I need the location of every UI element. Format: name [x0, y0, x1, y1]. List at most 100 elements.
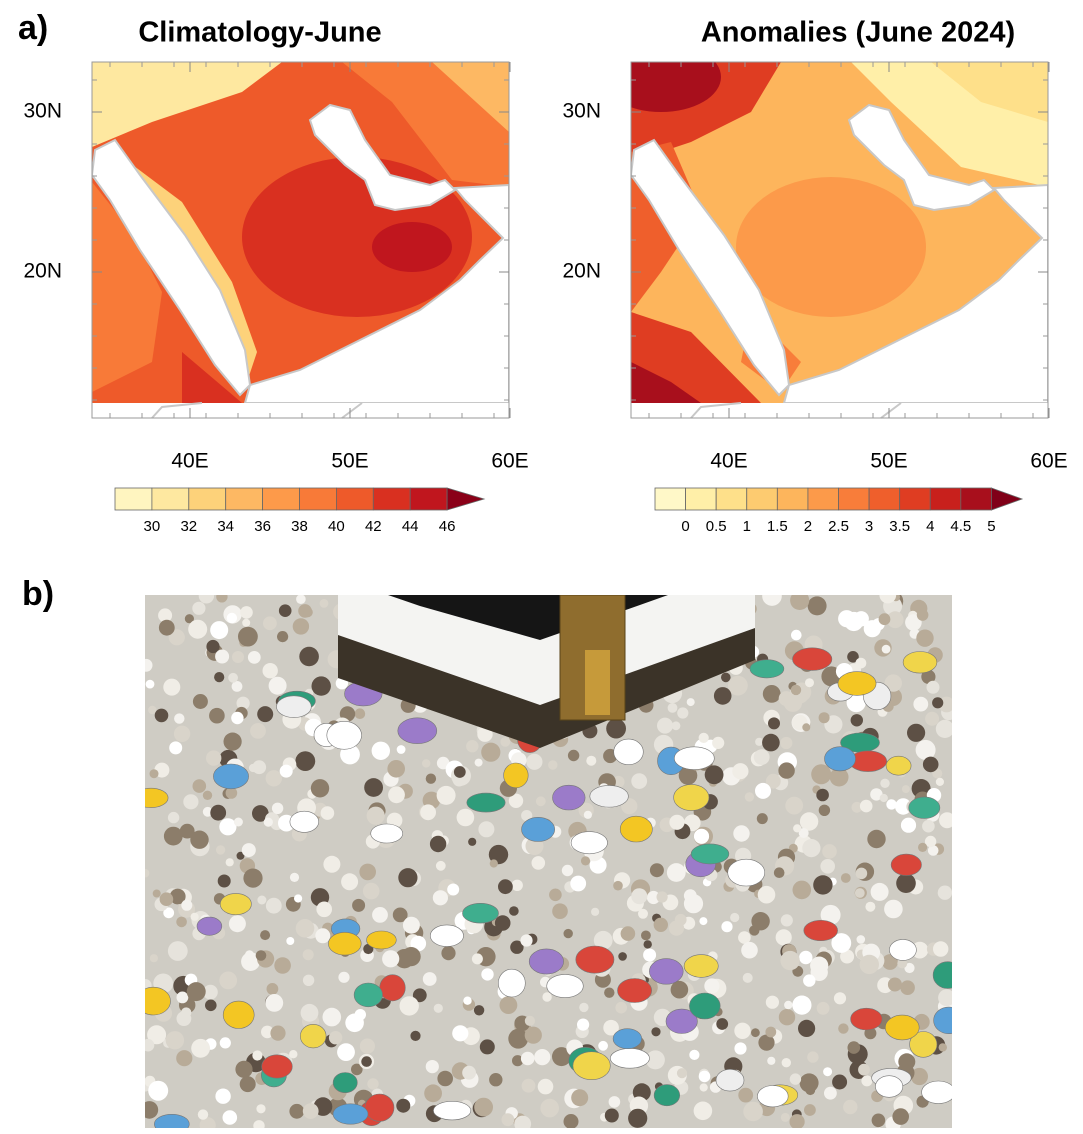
- crowd: [240, 606, 253, 619]
- crowd: [198, 1109, 208, 1119]
- crowd: [792, 996, 811, 1015]
- crowd: [525, 1016, 535, 1026]
- crowd: [265, 994, 283, 1012]
- crowd: [532, 856, 546, 870]
- crowd: [933, 941, 948, 956]
- crowd: [860, 800, 873, 813]
- crowd: [766, 996, 779, 1009]
- crowd: [925, 712, 939, 726]
- umbrella: [922, 1081, 956, 1104]
- crowd: [834, 992, 846, 1004]
- crowd: [270, 1026, 285, 1041]
- umbrella: [529, 949, 563, 974]
- crowd: [289, 1050, 297, 1058]
- crowd: [734, 1042, 746, 1054]
- crowd: [426, 1060, 439, 1073]
- crowd: [168, 941, 188, 961]
- umbrella: [674, 784, 709, 810]
- umbrella: [333, 1073, 357, 1093]
- umbrella: [716, 1069, 744, 1091]
- crowd: [240, 1076, 256, 1092]
- crowd: [552, 903, 568, 919]
- map-field: [601, 42, 1048, 403]
- crowd: [791, 685, 801, 695]
- crowd: [176, 917, 187, 928]
- crowd: [320, 599, 329, 608]
- crowd: [216, 591, 227, 602]
- crowd: [671, 981, 689, 999]
- crowd: [303, 975, 314, 986]
- crowd: [141, 1101, 159, 1119]
- crowd: [209, 708, 225, 724]
- crowd: [329, 1031, 342, 1044]
- colorbar-tick-label: 5: [987, 518, 995, 535]
- crowd: [474, 1005, 484, 1015]
- crowd: [256, 1104, 265, 1113]
- crowd: [654, 918, 668, 932]
- umbrella: [804, 920, 838, 940]
- crowd: [508, 1029, 528, 1049]
- crowd: [352, 899, 365, 912]
- crowd: [918, 843, 927, 852]
- map-field: [92, 62, 509, 403]
- colorbar-tick-label: 1.5: [767, 518, 788, 535]
- temperature-region: [736, 177, 926, 317]
- crowd: [430, 836, 446, 852]
- crowd: [879, 613, 891, 625]
- crowd: [848, 1041, 861, 1054]
- umbrella: [825, 747, 856, 771]
- colorbar-tick-label: 4: [926, 518, 934, 535]
- crowd: [810, 957, 828, 975]
- crowd: [299, 647, 319, 667]
- umbrella: [223, 1001, 254, 1028]
- crowd: [884, 900, 903, 919]
- umbrella: [380, 975, 406, 1001]
- umbrella: [463, 903, 499, 923]
- crowd: [316, 902, 332, 918]
- crowd: [191, 913, 199, 921]
- colorbar-arrow: [991, 488, 1022, 510]
- crowd: [805, 678, 814, 687]
- crowd: [522, 1079, 536, 1093]
- crowd: [861, 1075, 872, 1086]
- lon-label: 40E: [171, 450, 208, 473]
- crowd: [216, 845, 225, 854]
- crowd: [266, 770, 282, 786]
- umbrella: [909, 797, 940, 819]
- crowd: [323, 856, 340, 873]
- umbrella: [684, 955, 718, 978]
- crowd: [355, 708, 366, 719]
- umbrella: [547, 974, 584, 997]
- crowd: [618, 952, 627, 961]
- crowd: [609, 1096, 621, 1108]
- crowd: [169, 741, 182, 754]
- crowd: [192, 602, 205, 615]
- crowd: [936, 778, 944, 786]
- crowd: [898, 1053, 915, 1070]
- crowd: [480, 1039, 495, 1054]
- crowd: [782, 1058, 791, 1067]
- crowd: [880, 794, 888, 802]
- crowd: [819, 712, 830, 723]
- umbrella: [213, 764, 248, 789]
- colorbar-swatch: [300, 488, 337, 510]
- crowd: [447, 884, 459, 896]
- crowd: [811, 764, 831, 784]
- crowd: [153, 890, 161, 898]
- crowd: [295, 751, 315, 771]
- umbrella: [933, 962, 962, 989]
- crowd: [203, 791, 212, 800]
- umbrella: [328, 932, 361, 955]
- crowd: [290, 873, 299, 882]
- lon-label: 60E: [1030, 450, 1067, 473]
- crowd: [272, 803, 283, 814]
- colorbar-swatch: [336, 488, 373, 510]
- crowd: [481, 968, 493, 980]
- umbrella: [576, 946, 614, 973]
- crowd: [388, 786, 405, 803]
- crowd: [210, 805, 226, 821]
- crowd: [784, 694, 802, 712]
- crowd: [526, 754, 542, 770]
- crowd: [824, 1087, 837, 1100]
- crowd: [150, 954, 158, 962]
